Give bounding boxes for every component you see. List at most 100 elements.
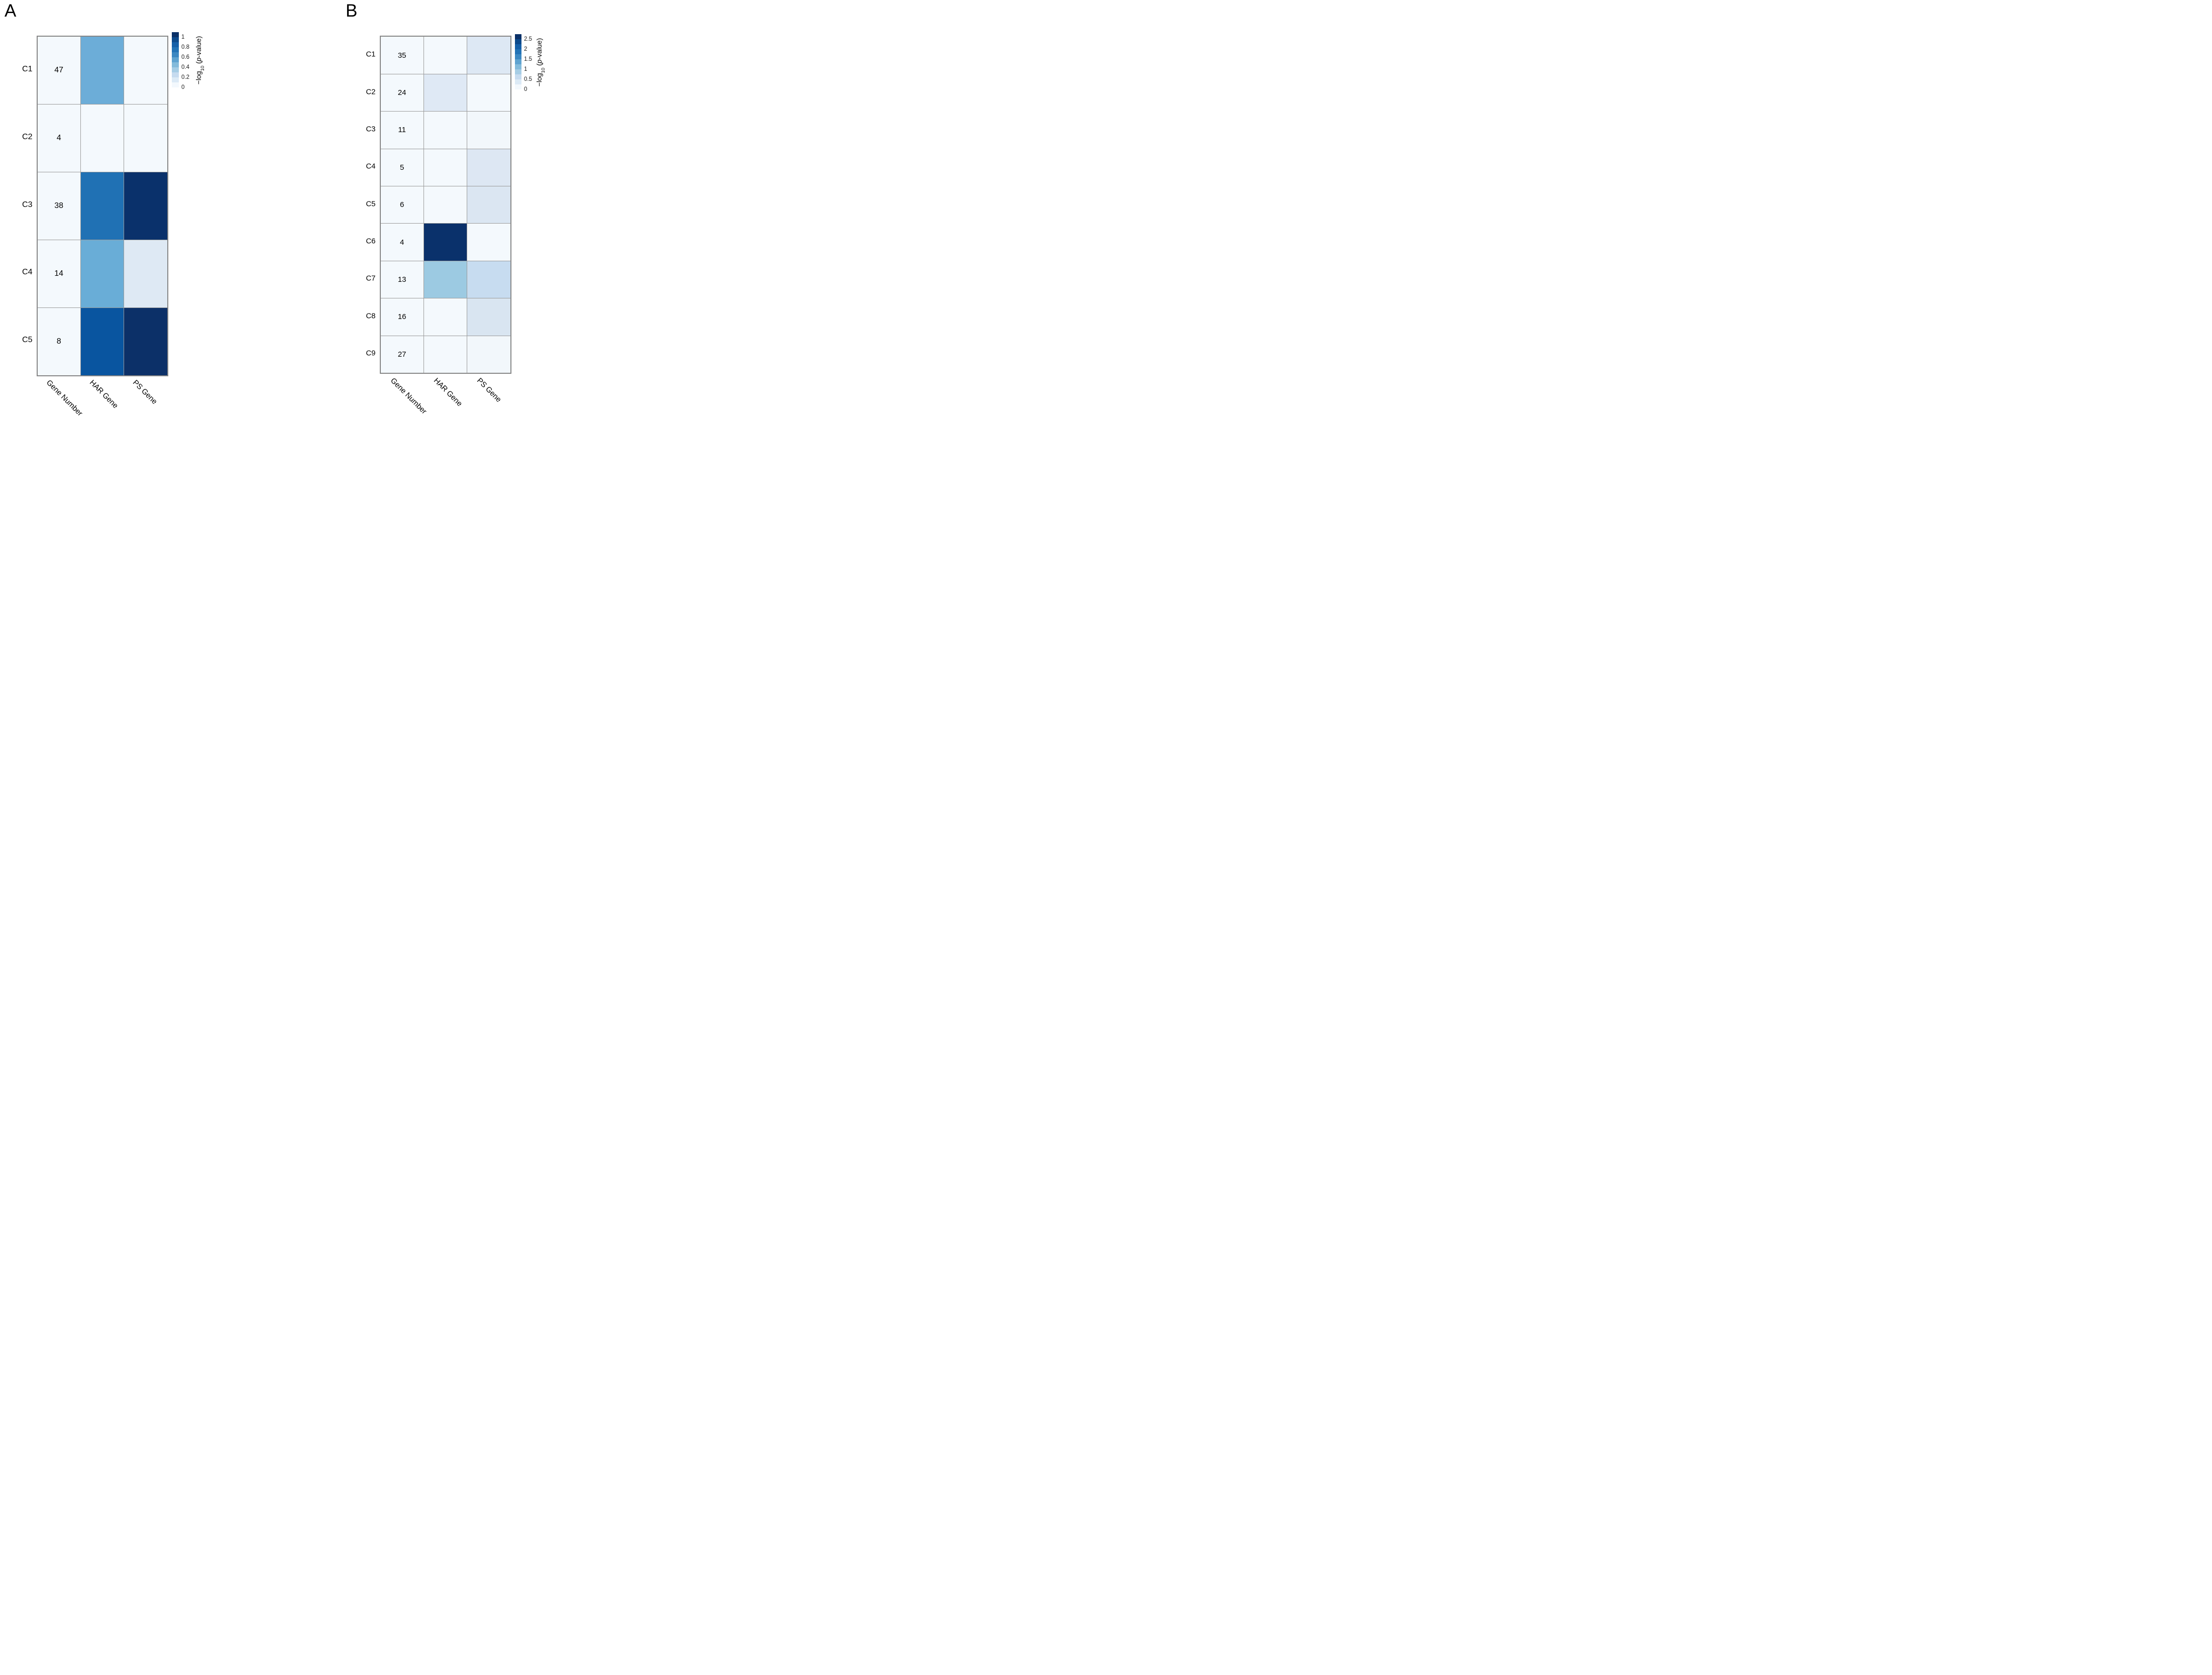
- heatmap-cell-c1-har-gene: [80, 36, 124, 104]
- heatmap-cell-c2-har-gene: [80, 104, 124, 172]
- heatmap-cell-c2-gene-number: 4: [37, 104, 80, 172]
- colorbar-tick-2: 2: [524, 46, 528, 52]
- heatmap-cell-c3-ps-gene: [124, 172, 167, 240]
- row-label-c5: C5: [22, 336, 33, 345]
- colorbar-tick-1: 1: [524, 66, 528, 72]
- heatmap-cell-c9-ps-gene: [467, 336, 510, 373]
- row-label-c2: C2: [366, 87, 376, 96]
- heatmap-cell-c4-har-gene: [80, 240, 124, 307]
- heatmap-cell-c5-ps-gene: [467, 186, 510, 224]
- row-label-c2: C2: [22, 132, 33, 141]
- column-label-har-gene: HAR Gene: [432, 376, 464, 408]
- colorbar-tick-0: 0: [181, 84, 185, 90]
- colorbar-segment-5: [172, 57, 179, 62]
- heatmap-cell-c9-gene-number: 27: [380, 336, 424, 373]
- column-label-gene-number: Gene Number: [388, 376, 429, 416]
- row-label-c1: C1: [22, 64, 33, 73]
- row-label-c4: C4: [366, 162, 376, 171]
- row-label-c4: C4: [22, 268, 33, 277]
- colorbar-segment-10: [172, 82, 179, 87]
- heatmap-cell-c4-ps-gene: [124, 240, 167, 307]
- colorbar-segment-8: [514, 74, 521, 79]
- row-label-c5: C5: [366, 199, 376, 208]
- heatmap-cell-c7-ps-gene: [467, 261, 510, 298]
- heatmap-cell-c4-har-gene: [424, 149, 467, 186]
- colorbar-segment-3: [172, 47, 179, 52]
- heatmap-cell-c7-har-gene: [424, 261, 467, 298]
- colorbar-tick-1-5: 1.5: [524, 56, 532, 62]
- heatmap-cell-c5-har-gene: [424, 186, 467, 224]
- heatmap-cell-c3-har-gene: [424, 112, 467, 149]
- colorbar-segment-1: [514, 39, 521, 44]
- colorbar-tick-0: 0: [524, 86, 528, 92]
- colorbar-title-p-italic: p: [535, 59, 543, 64]
- column-label-ps-gene: PS Gene: [475, 376, 503, 404]
- colorbar-segment-4: [172, 52, 179, 57]
- colorbar-segment-4: [514, 54, 521, 59]
- heatmap-cell-c7-gene-number: 13: [380, 261, 424, 298]
- colorbar-segment-6: [514, 64, 521, 69]
- panel-b-label: B: [346, 1, 358, 21]
- colorbar-tick-2-5: 2.5: [524, 36, 532, 42]
- heatmap-cell-c2-har-gene: [424, 74, 467, 112]
- heatmap-cell-c1-ps-gene: [124, 36, 167, 104]
- panel-b-heatmap-grid: 35 24 11 5 6 4 13 16 27: [379, 36, 511, 374]
- colorbar-segment-2: [172, 42, 179, 47]
- colorbar-segment-0: [514, 34, 521, 39]
- panel-a: A 47 4 38 14 8 −log10 (p-value) C1 C2 C3 C4 C5 Ge…: [0, 0, 553, 419]
- colorbar-segment-10: [514, 84, 521, 89]
- colorbar-segment-9: [514, 79, 521, 84]
- row-label-c9: C9: [366, 349, 376, 358]
- colorbar-segment-7: [172, 67, 179, 72]
- heatmap-cell-c2-ps-gene: [467, 74, 510, 112]
- figure: A 47 4 38 14 8 −log10 (p-value) C1 C2 C3 C4 C5 Ge…: [0, 0, 553, 419]
- heatmap-cell-c1-gene-number: 47: [37, 36, 80, 104]
- heatmap-cell-c1-har-gene: [424, 37, 467, 74]
- colorbar-segment-0: [172, 32, 179, 37]
- colorbar-tick-0-2: 0.2: [181, 74, 189, 80]
- heatmap-cell-c8-gene-number: 16: [380, 298, 424, 336]
- colorbar-title-text: −log: [535, 73, 543, 87]
- heatmap-cell-c9-har-gene: [424, 336, 467, 373]
- row-label-c6: C6: [366, 237, 376, 246]
- heatmap-cell-c4-ps-gene: [467, 149, 510, 186]
- heatmap-cell-c5-ps-gene: [124, 307, 167, 375]
- colorbar-title-text: -value): [535, 38, 543, 60]
- heatmap-cell-c2-ps-gene: [124, 104, 167, 172]
- heatmap-cell-c1-ps-gene: [467, 37, 510, 74]
- heatmap-cell-c5-gene-number: 8: [37, 307, 80, 375]
- colorbar: [514, 34, 521, 89]
- heatmap-cell-c6-gene-number: 4: [380, 224, 424, 261]
- heatmap-cell-c3-har-gene: [80, 172, 124, 240]
- row-label-c8: C8: [366, 311, 376, 321]
- colorbar-tick-0-5: 0.5: [524, 76, 532, 82]
- colorbar: [172, 32, 179, 87]
- colorbar-tick-0-8: 0.8: [181, 44, 189, 50]
- panel-a-label: A: [5, 1, 17, 21]
- heatmap-cell-c5-gene-number: 6: [380, 186, 424, 224]
- row-label-c7: C7: [366, 274, 376, 283]
- colorbar-tick-1: 1: [181, 34, 185, 40]
- colorbar-tick-0-4: 0.4: [181, 64, 189, 70]
- heatmap-cell-c8-ps-gene: [467, 298, 510, 336]
- heatmap-cell-c6-ps-gene: [467, 224, 510, 261]
- heatmap-cell-c6-har-gene: [424, 224, 467, 261]
- heatmap-cell-c3-ps-gene: [467, 112, 510, 149]
- row-label-c3: C3: [366, 125, 376, 134]
- heatmap-cell-c3-gene-number: 38: [37, 172, 80, 240]
- colorbar-segment-3: [514, 49, 521, 54]
- colorbar-segment-7: [514, 69, 521, 74]
- colorbar-title-text: (: [535, 63, 543, 68]
- heatmap-cell-c1-gene-number: 35: [380, 37, 424, 74]
- row-label-c1: C1: [366, 50, 376, 59]
- colorbar-tick-0-6: 0.6: [181, 54, 189, 60]
- heatmap-cell-c3-gene-number: 11: [380, 112, 424, 149]
- colorbar-segment-1: [172, 37, 179, 42]
- panel-b-colorbar-title: −log10 (p-value): [535, 38, 547, 87]
- panel-b: B 35 24 11 5 6 4 13 16 27 −log10 (p-value) C1 C2 C…: [0, 0, 553, 419]
- row-label-c3: C3: [22, 200, 33, 209]
- colorbar-segment-6: [172, 62, 179, 67]
- heatmap-cell-c4-gene-number: 14: [37, 240, 80, 307]
- colorbar-segment-9: [172, 77, 179, 82]
- colorbar-title-subscript: 10: [541, 67, 547, 73]
